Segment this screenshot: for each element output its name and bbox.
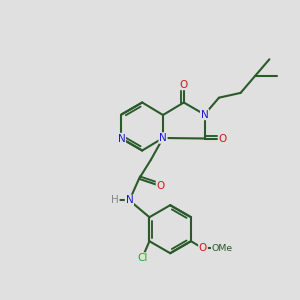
Text: O: O [157,181,165,191]
Text: O: O [199,243,207,254]
Text: N: N [201,110,208,119]
Text: N: N [125,195,133,206]
Text: N: N [118,134,125,143]
Text: O: O [218,134,227,143]
Text: OMe: OMe [212,244,233,253]
Text: H: H [111,195,119,206]
Text: O: O [180,80,188,89]
Text: N: N [159,133,167,143]
Text: Cl: Cl [137,253,147,263]
